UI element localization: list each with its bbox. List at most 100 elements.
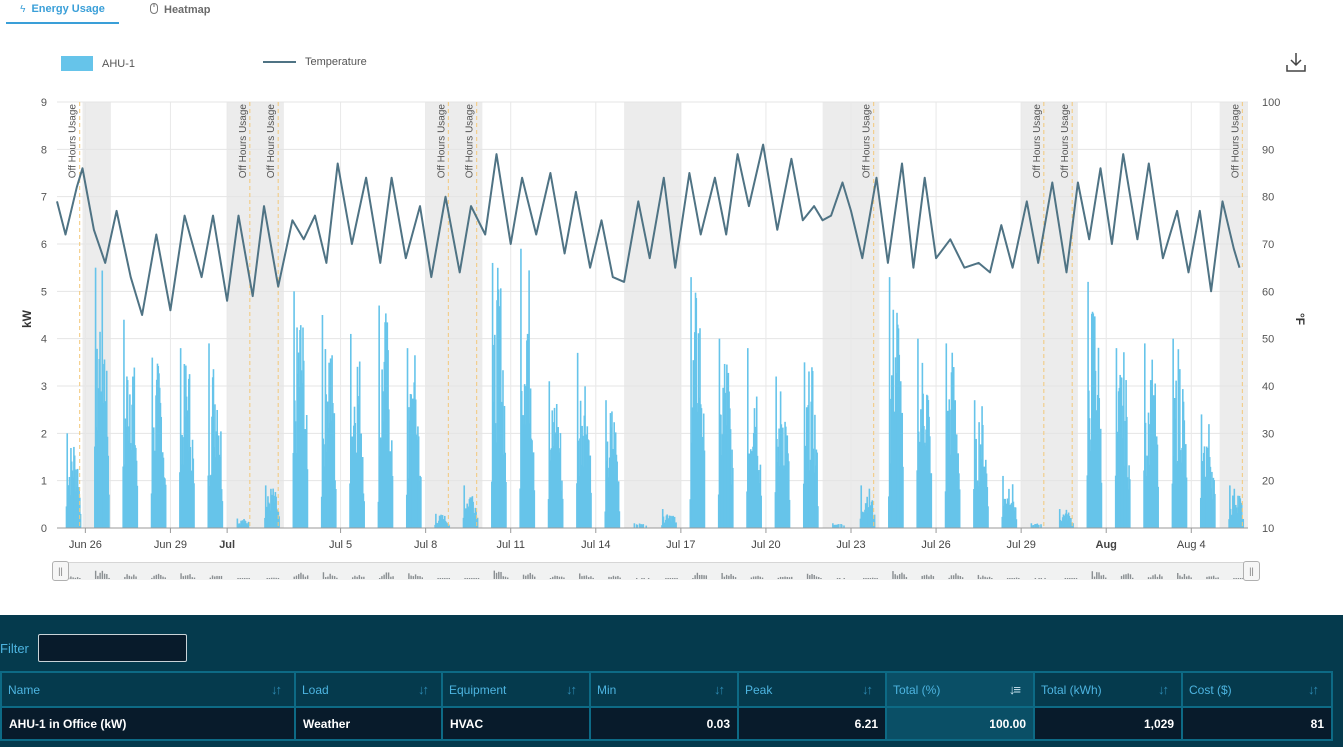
y-left-tick-label: 8 <box>41 144 47 156</box>
tab-energy-usage[interactable]: ϟ Energy Usage <box>6 0 119 24</box>
ahu1-bar <box>788 499 791 528</box>
navigator-bar <box>1235 578 1237 579</box>
ahu1-bar <box>532 452 535 528</box>
table-row[interactable]: AHU-1 in Office (kW) Weather HVAC 0.03 6… <box>0 706 1333 741</box>
navigator-bar <box>614 576 617 579</box>
navigator-bar <box>561 576 563 579</box>
navigator-bar <box>99 572 101 579</box>
ahu1-bar <box>502 370 504 528</box>
navigator-bar <box>1210 576 1213 579</box>
ahu1-bar <box>1233 488 1236 528</box>
y-left-tick-label: 3 <box>41 381 47 393</box>
sort-icon: ↓↑ <box>566 682 577 697</box>
column-header-name[interactable]: Name ↓↑ <box>0 671 296 708</box>
navigator-bar <box>408 573 410 579</box>
navigator-bar <box>216 575 218 579</box>
filter-input[interactable] <box>38 634 187 662</box>
navigator-left-handle[interactable]: || <box>52 561 69 581</box>
cell-total-pct: 100.00 <box>885 706 1035 741</box>
off-hours-label: Off Hours Usage <box>862 104 873 179</box>
ahu1-bar <box>321 315 324 528</box>
navigator-bar <box>106 574 108 579</box>
navigator-bar <box>448 578 450 579</box>
navigator-bar <box>863 578 865 579</box>
ahu1-bar <box>160 416 163 528</box>
ahu1-bar <box>406 348 409 528</box>
navigator-bar <box>464 578 466 579</box>
navigator-bar <box>187 575 189 579</box>
off-hours-label: Off Hours Usage <box>68 104 79 179</box>
ahu1-bar <box>662 516 665 528</box>
navigator-bar <box>94 570 97 579</box>
summary-panel: Filter Name ↓↑ Load ↓↑ Equipment ↓↑ Min ↓↑ P… <box>0 615 1343 747</box>
navigator-bar <box>1034 578 1037 579</box>
navigator-bar <box>820 578 822 579</box>
ahu1-bar <box>1099 428 1102 528</box>
ahu1-bar <box>1126 416 1128 528</box>
column-header-total-kwh[interactable]: Total (kWh) ↓↑ <box>1033 671 1183 708</box>
temperature-line <box>56 143 1241 316</box>
navigator-bar <box>839 578 841 579</box>
navigator-bar <box>961 577 964 579</box>
navigator-bar <box>1185 576 1188 579</box>
navigator-bar <box>153 575 155 579</box>
column-header-total-pct[interactable]: Total (%) ↓≡ <box>885 671 1035 708</box>
navigator-bar <box>1064 578 1067 579</box>
tab-heatmap[interactable]: Heatmap <box>150 0 210 24</box>
navigator-bar <box>791 576 793 579</box>
x-tick-label: Jul 23 <box>836 539 865 551</box>
navigator-bar <box>892 571 894 579</box>
navigator-bar <box>220 575 223 579</box>
column-header-peak[interactable]: Peak ↓↑ <box>737 671 887 708</box>
navigator-bar <box>162 576 164 579</box>
navigator-bar <box>692 578 694 579</box>
column-header-label: Peak <box>745 682 773 697</box>
cell-total-kwh: 1,029 <box>1033 706 1183 741</box>
navigator-bar <box>218 576 220 579</box>
ahu1-bar <box>1015 519 1018 528</box>
range-navigator[interactable] <box>57 562 1253 580</box>
column-header-cost[interactable]: Cost ($) ↓↑ <box>1181 671 1333 708</box>
navigator-bar <box>390 576 392 579</box>
column-header-label: Min <box>597 682 617 697</box>
navigator-bar <box>779 576 782 579</box>
tab-heatmap-label: Heatmap <box>164 4 211 16</box>
ahu1-bar <box>636 524 639 528</box>
column-header-min[interactable]: Min ↓↑ <box>589 671 739 708</box>
navigator-bar <box>193 577 196 579</box>
ahu1-bar <box>236 518 239 528</box>
navigator-right-handle[interactable]: || <box>1243 561 1260 581</box>
y-right-tick-label: 50 <box>1262 334 1274 346</box>
sort-icon: ↓↑ <box>418 682 429 697</box>
mouse-icon <box>150 3 158 17</box>
navigator-bar <box>786 577 788 579</box>
legend-item-temperature[interactable]: Temperature <box>263 56 367 68</box>
navigator-bar <box>1018 578 1020 579</box>
ahu1-bar <box>475 511 477 528</box>
column-header-equipment[interactable]: Equipment ↓↑ <box>441 671 591 708</box>
ahu1-bar <box>136 485 139 528</box>
x-tick-label: Jul 14 <box>581 539 610 551</box>
navigator-bar <box>923 575 926 579</box>
navigator-bar <box>1208 576 1210 579</box>
navigator-bar <box>1075 578 1078 579</box>
ahu1-bar <box>729 429 732 528</box>
navigator-bar <box>955 573 957 579</box>
navigator-bar <box>124 576 126 579</box>
navigator-bar <box>356 576 358 579</box>
column-header-load[interactable]: Load ↓↑ <box>294 671 443 708</box>
y-right-tick-label: 20 <box>1262 476 1274 488</box>
navigator-bar <box>525 575 527 579</box>
navigator-bar <box>705 575 708 579</box>
legend-item-ahu1[interactable]: AHU-1 <box>61 56 135 71</box>
navigator-bar <box>788 577 791 579</box>
navigator-bar <box>164 577 166 579</box>
navigator-bar <box>157 573 160 579</box>
ahu1-bar <box>787 461 790 528</box>
download-icon[interactable] <box>1284 50 1308 74</box>
navigator-bar <box>97 575 99 579</box>
navigator-bar <box>180 573 182 579</box>
navigator-bar <box>475 578 477 579</box>
column-header-label: Load <box>302 682 329 697</box>
ahu1-bar <box>1185 477 1188 528</box>
